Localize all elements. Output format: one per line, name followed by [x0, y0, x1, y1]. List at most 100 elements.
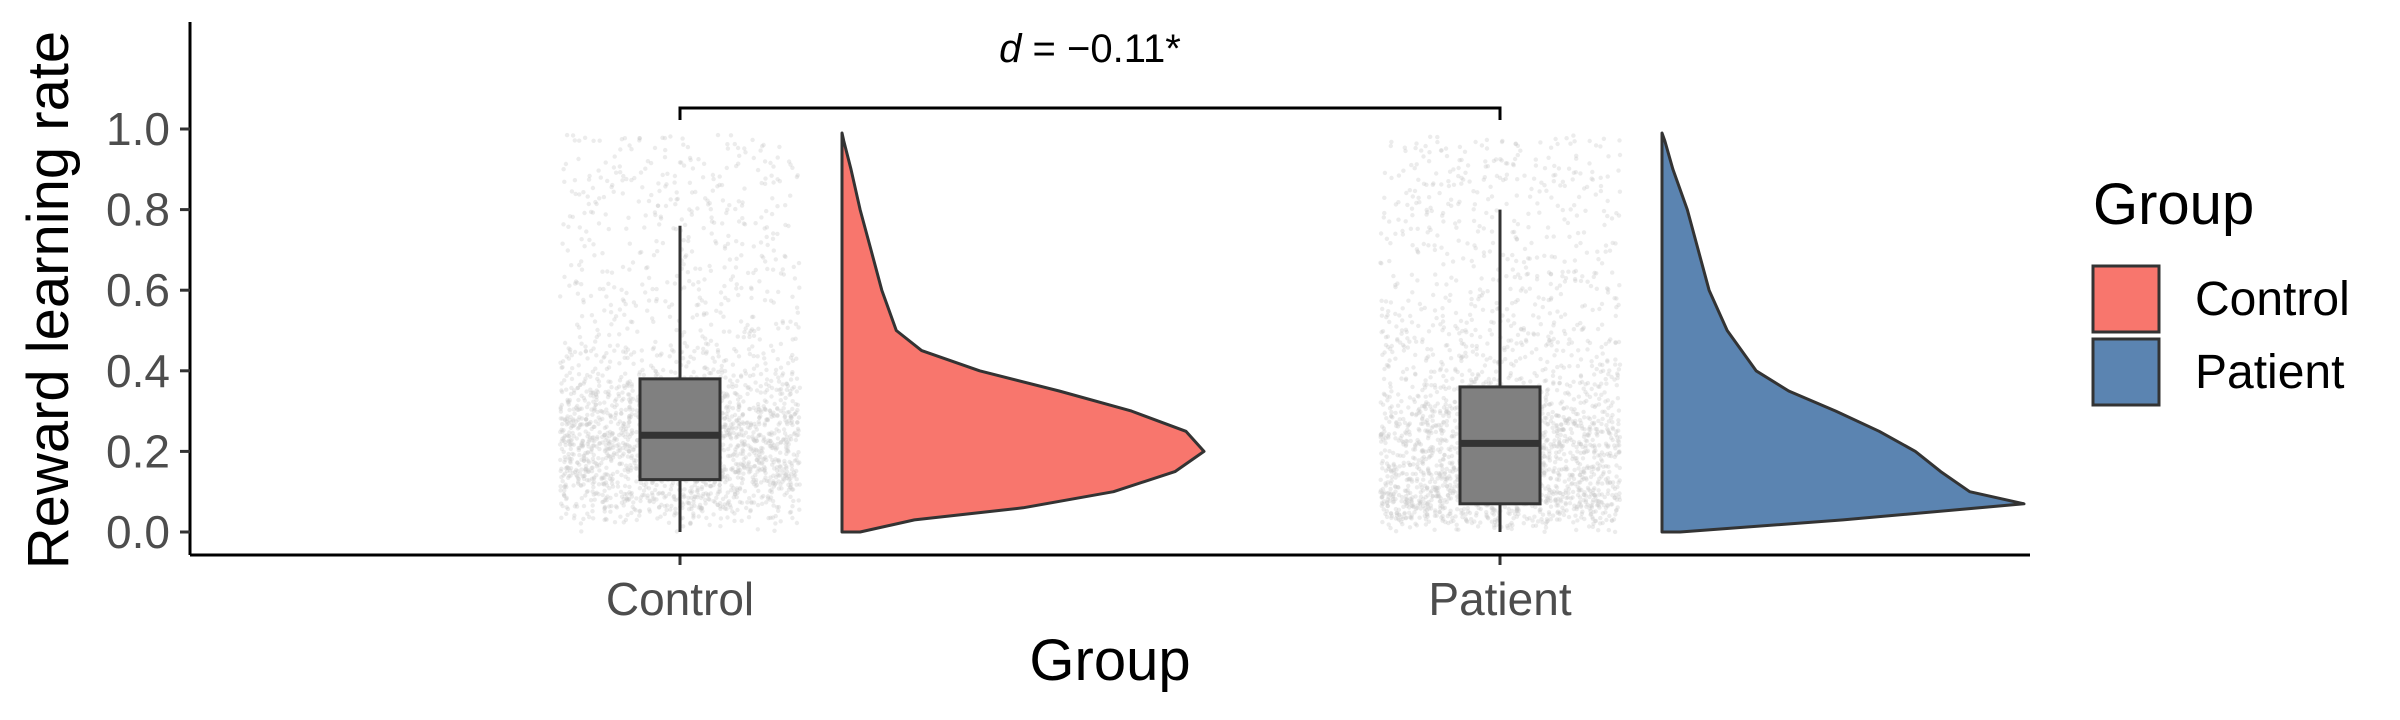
jitter-point	[1593, 509, 1598, 514]
jitter-point	[630, 388, 635, 393]
jitter-point	[1512, 274, 1518, 280]
jitter-point	[1554, 423, 1559, 429]
jitter-point	[1555, 470, 1561, 476]
jitter-point	[581, 190, 586, 195]
jitter-point	[1428, 414, 1433, 419]
jitter-point	[738, 373, 744, 378]
jitter-point	[623, 407, 629, 412]
jitter-point	[558, 405, 563, 410]
jitter-point	[1426, 471, 1431, 476]
jitter-point	[583, 467, 588, 472]
jitter-point	[739, 203, 745, 208]
jitter-point	[1400, 522, 1405, 527]
jitter-point	[695, 488, 700, 493]
jitter-point	[600, 475, 606, 480]
jitter-point	[1577, 480, 1583, 485]
jitter-point	[726, 233, 731, 239]
jitter-point	[609, 458, 614, 464]
jitter-point	[1492, 519, 1498, 525]
jitter-point	[562, 471, 567, 476]
jitter-point	[600, 481, 605, 486]
jitter-point	[691, 515, 696, 520]
jitter-point	[1423, 419, 1428, 425]
jitter-point	[1506, 338, 1511, 343]
jitter-point	[595, 376, 600, 382]
jitter-point	[619, 494, 625, 499]
jitter-point	[691, 497, 696, 502]
jitter-point	[1483, 159, 1488, 164]
jitter-point	[567, 468, 573, 473]
jitter-point	[1600, 481, 1605, 486]
jitter-point	[728, 133, 734, 138]
jitter-point	[1524, 272, 1529, 277]
jitter-point	[790, 294, 795, 299]
jitter-point	[1566, 416, 1572, 421]
jitter-point	[745, 391, 750, 397]
jitter-point	[1435, 437, 1441, 442]
jitter-point	[1448, 508, 1453, 513]
jitter-point	[793, 402, 798, 407]
jitter-point	[1395, 337, 1400, 342]
jitter-point	[1536, 295, 1541, 300]
jitter-point	[1523, 289, 1529, 294]
jitter-point	[637, 136, 642, 141]
jitter-point	[758, 454, 763, 460]
jitter-point	[1478, 520, 1483, 525]
jitter-point	[1400, 369, 1406, 375]
jitter-point	[1593, 192, 1599, 197]
jitter-point	[1415, 249, 1420, 254]
jitter-point	[617, 332, 622, 337]
jitter-point	[686, 238, 691, 244]
jitter-point	[771, 473, 776, 478]
jitter-point	[761, 435, 766, 440]
jitter-point	[627, 416, 632, 421]
jitter-point	[777, 387, 782, 393]
jitter-point	[1403, 515, 1409, 520]
jitter-point	[1617, 491, 1622, 496]
jitter-point	[624, 382, 630, 387]
jitter-point	[1430, 485, 1436, 490]
jitter-point	[1565, 484, 1570, 489]
jitter-point	[599, 475, 604, 480]
jitter-point	[626, 467, 631, 472]
jitter-point	[1545, 341, 1550, 347]
jitter-point	[618, 514, 623, 519]
jitter-point	[780, 320, 786, 326]
jitter-point	[1388, 486, 1393, 492]
jitter-point	[1604, 443, 1609, 448]
jitter-point	[1457, 331, 1462, 336]
jitter-point	[1453, 221, 1458, 226]
jitter-point	[1590, 500, 1595, 505]
jitter-point	[713, 239, 718, 244]
jitter-point	[1438, 322, 1443, 327]
jitter-point	[793, 437, 799, 443]
jitter-point	[743, 430, 749, 435]
jitter-point	[1575, 518, 1580, 523]
jitter-point	[1599, 459, 1605, 464]
jitter-point	[1414, 523, 1420, 528]
jitter-point	[764, 234, 769, 240]
jitter-point	[1615, 375, 1620, 381]
jitter-point	[589, 449, 594, 455]
jitter-point	[1485, 289, 1490, 294]
jitter-point	[770, 412, 776, 417]
jitter-point	[591, 435, 596, 440]
jitter-point	[561, 167, 566, 172]
jitter-point	[721, 464, 727, 469]
jitter-point	[575, 475, 581, 481]
jitter-point	[1403, 443, 1409, 448]
jitter-point	[716, 369, 721, 375]
jitter-point	[1440, 501, 1445, 506]
jitter-point	[1516, 506, 1521, 512]
jitter-point	[591, 138, 596, 143]
jitter-point	[1609, 502, 1615, 507]
jitter-point	[1426, 519, 1432, 524]
jitter-point	[602, 400, 607, 405]
jitter-point	[633, 458, 639, 463]
jitter-point	[584, 466, 589, 471]
jitter-point	[783, 418, 788, 423]
jitter-point	[592, 253, 597, 258]
jitter-point	[617, 445, 622, 450]
jitter-point	[1464, 518, 1469, 524]
jitter-point	[732, 511, 737, 516]
